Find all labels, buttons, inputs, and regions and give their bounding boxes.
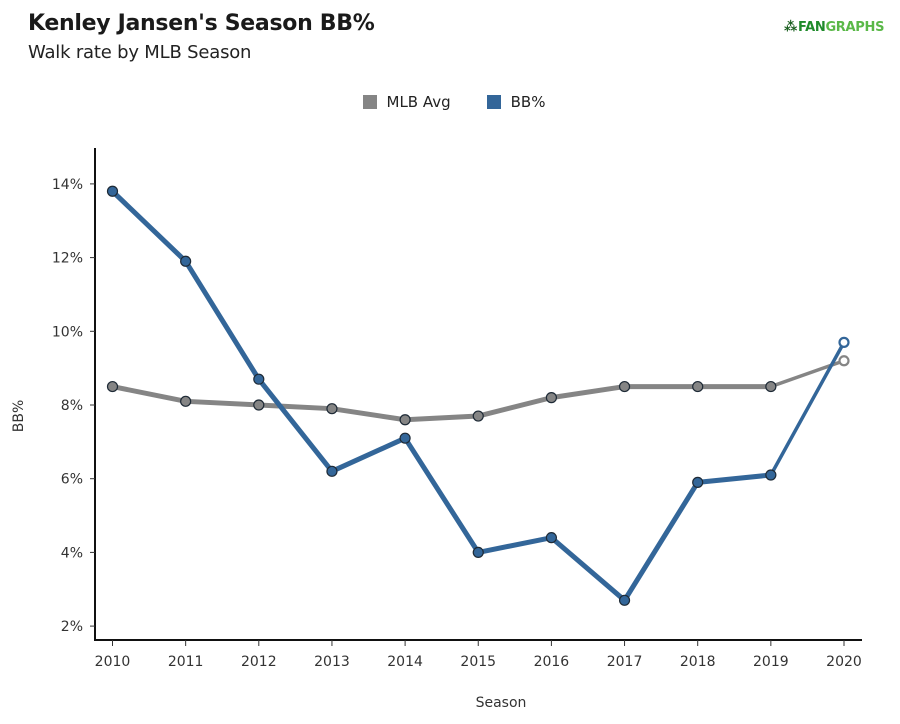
data-point[interactable]	[399, 432, 411, 444]
data-point[interactable]	[838, 355, 850, 367]
data-point[interactable]	[180, 255, 192, 267]
data-point[interactable]	[472, 546, 484, 559]
axes: 2% 4% 6% 8% 10% 12% 14% 2010 2011 2012 2013 2014 201…	[52, 148, 862, 670]
series-line	[110, 384, 774, 423]
x-tick-label: 2018	[680, 654, 716, 670]
series-line	[110, 188, 774, 603]
series-mlb-avg	[106, 355, 850, 426]
series-layer	[106, 185, 850, 606]
data-point[interactable]	[253, 373, 265, 385]
x-tick-label: 2020	[826, 654, 862, 670]
legend-swatch-bb-pct	[486, 95, 501, 109]
x-tick-label: 2012	[241, 654, 277, 670]
data-point[interactable]	[838, 336, 850, 348]
x-tick-label: 2013	[314, 654, 350, 670]
data-point[interactable]	[618, 380, 631, 393]
x-tick-label: 2010	[95, 654, 131, 670]
logo-graphs-text: GRAPHS	[825, 20, 885, 35]
fangraphs-logo[interactable]: ⁂FANGRAPHS	[784, 20, 884, 35]
data-point[interactable]	[765, 380, 777, 393]
data-point[interactable]	[326, 465, 338, 477]
series-line-partial	[769, 340, 846, 477]
data-point[interactable]	[326, 403, 338, 415]
chart-legend: MLB Avg BB%	[0, 93, 900, 111]
data-point[interactable]	[106, 380, 119, 393]
x-tick-label: 2011	[168, 654, 204, 670]
y-tick-label: 4%	[61, 545, 83, 561]
data-point[interactable]	[106, 185, 119, 197]
data-point[interactable]	[180, 395, 192, 407]
logo-mark-icon: ⁂	[784, 20, 797, 35]
x-tick-label: 2015	[460, 654, 496, 670]
data-point[interactable]	[765, 469, 777, 481]
x-tick-label: 2014	[387, 654, 423, 670]
y-tick-label: 10%	[52, 324, 83, 340]
x-axis-title: Season	[476, 695, 527, 711]
y-axis-title: BB%	[11, 400, 27, 433]
data-point[interactable]	[692, 476, 704, 488]
y-tick-label: 2%	[61, 619, 83, 635]
chart-subtitle: Walk rate by MLB Season	[28, 42, 252, 63]
y-tick-label: 14%	[52, 177, 83, 193]
data-point[interactable]	[692, 380, 704, 393]
legend-item-bb-pct[interactable]: BB%	[486, 93, 546, 111]
x-tick-label: 2017	[607, 654, 643, 670]
legend-label-mlb-avg: MLB Avg	[386, 93, 451, 111]
series-bb-pct	[106, 185, 850, 606]
data-point[interactable]	[253, 399, 265, 411]
x-tick-label: 2016	[534, 654, 570, 670]
legend-item-mlb-avg[interactable]: MLB Avg	[362, 93, 451, 111]
data-point[interactable]	[545, 392, 558, 404]
x-tick-label: 2019	[753, 654, 789, 670]
data-point[interactable]	[472, 410, 484, 422]
chart-title: Kenley Jansen's Season BB%	[28, 11, 375, 36]
y-tick-label: 8%	[61, 398, 83, 414]
data-point[interactable]	[545, 532, 558, 544]
logo-fan-text: FAN	[798, 20, 826, 35]
data-point[interactable]	[399, 414, 411, 426]
data-point[interactable]	[618, 594, 631, 606]
y-tick-label: 12%	[52, 251, 83, 267]
legend-swatch-mlb-avg	[362, 95, 377, 109]
legend-label-bb-pct: BB%	[510, 93, 546, 111]
y-tick-label: 6%	[61, 472, 83, 488]
